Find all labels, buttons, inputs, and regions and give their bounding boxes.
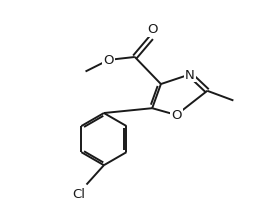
Text: O: O [147,23,157,36]
Text: O: O [171,109,182,122]
Text: O: O [104,54,114,67]
Text: Cl: Cl [72,187,85,200]
Text: N: N [185,68,195,81]
